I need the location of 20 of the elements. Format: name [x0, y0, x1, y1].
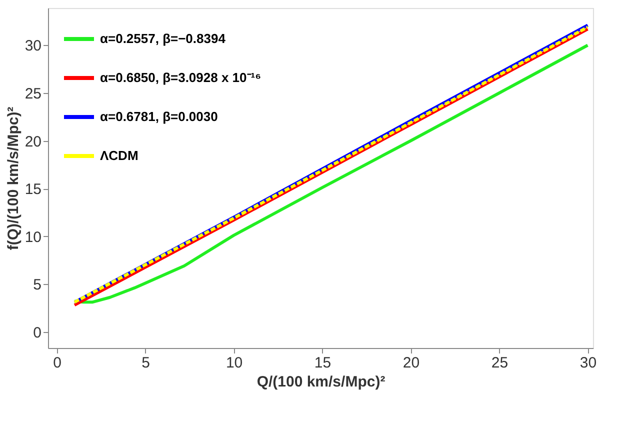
x-tick-label: 15 — [314, 354, 332, 372]
y-tick-label: 30 — [24, 38, 42, 55]
legend-label: α=0.6850, β=3.0928 x 10⁻¹⁶ — [100, 70, 262, 85]
y-tick-label: 20 — [24, 133, 42, 150]
legend-label: α=0.2557, β=−0.8394 — [100, 31, 226, 46]
y-axis-title: f(Q)/(100 km/s/Mpc)² — [4, 106, 22, 250]
y-tick-label: 15 — [24, 181, 42, 198]
legend-label: α=0.6781, β=0.0030 — [100, 109, 218, 124]
y-tick-label: 25 — [24, 86, 42, 102]
x-tick-label: 10 — [226, 354, 243, 372]
y-tick-label: 10 — [24, 228, 42, 246]
legend-label: ΛCDM — [100, 148, 138, 163]
x-tick-label: 20 — [402, 354, 420, 372]
x-axis-title: Q/(100 km/s/Mpc)² — [256, 374, 386, 390]
x-tick-label: 25 — [491, 354, 508, 372]
y-tick-label: 0 — [33, 324, 42, 342]
x-tick-label: 0 — [53, 354, 62, 372]
x-tick-label: 5 — [142, 354, 150, 372]
x-tick-label: 30 — [580, 354, 597, 372]
y-tick-label: 5 — [33, 276, 42, 294]
